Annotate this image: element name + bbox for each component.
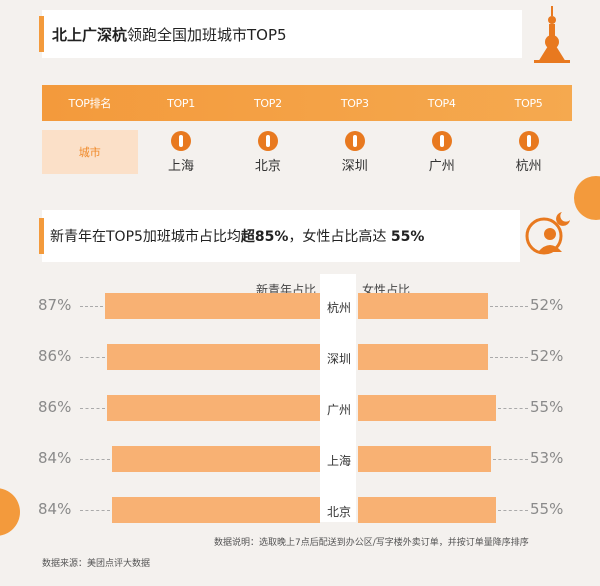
leader-line	[80, 510, 110, 511]
bar-young-ratio	[112, 446, 320, 472]
ranking-city: 上海	[138, 130, 225, 174]
leader-line	[493, 459, 528, 460]
ranking-row-label: 城市	[42, 130, 138, 174]
data-source-note: 数据来源：美团点评大数据	[42, 559, 151, 569]
oriental-pearl-tower-icon	[534, 6, 570, 63]
section-header-ratio: 新青年在TOP5加班城市占比均超85%，女性占比高达 55%	[39, 210, 520, 262]
oriental-pearl-tower-icon	[171, 130, 192, 151]
category-label: 深圳	[326, 352, 351, 366]
bar-female-ratio	[358, 446, 491, 472]
city-name: 深圳	[341, 158, 368, 174]
leader-line	[80, 357, 105, 358]
header-text: 新青年在TOP5加班城市占比均	[50, 229, 241, 245]
ranking-header-cell: TOP5	[514, 96, 543, 110]
city-name: 广州	[428, 158, 455, 174]
ranking-city-row: 城市 上海 北京 深圳 广州 杭州	[42, 125, 572, 179]
bar-young-ratio	[107, 344, 320, 370]
decorative-circle-right	[574, 176, 600, 220]
city-label-strip	[320, 274, 356, 522]
bar-young-ratio	[112, 497, 320, 523]
category-label: 北京	[326, 505, 351, 519]
leader-line	[490, 357, 528, 358]
city-name: 北京	[254, 158, 281, 174]
bar-female-ratio	[358, 497, 496, 523]
data-definition-note: 数据说明：选取晚上7点后配送到办公区/写字楼外卖订单，并按订单量降序排序	[214, 538, 529, 548]
data-label-young: 87%	[38, 296, 72, 314]
ranking-city: 杭州	[485, 130, 572, 174]
header-title: 北上广深杭领跑全国加班城市TOP5	[52, 24, 287, 45]
ranking-city: 深圳	[311, 130, 398, 174]
header-title: 新青年在TOP5加班城市占比均超85%，女性占比高达 55%	[50, 226, 424, 246]
data-label-young: 86%	[38, 347, 72, 365]
header-text-bold: 超85%	[240, 229, 289, 245]
header-text-bold: 55%	[390, 229, 425, 245]
leader-line	[490, 306, 528, 307]
bar-female-ratio	[358, 344, 488, 370]
category-label: 上海	[326, 454, 351, 468]
leader-line	[80, 459, 110, 460]
ranking-header-row: TOP排名 TOP1 TOP2 TOP3 TOP4 TOP5	[42, 85, 572, 121]
data-label-young: 84%	[38, 449, 72, 467]
header-text: ，女性占比高达	[288, 229, 387, 245]
shenzhen-landmark-icon	[344, 130, 365, 151]
pagoda-icon	[518, 130, 539, 151]
data-label-female: 53%	[530, 449, 564, 467]
leader-line	[498, 510, 528, 511]
data-label-young: 86%	[38, 398, 72, 416]
category-label: 广州	[326, 403, 351, 417]
section-header-top5: 北上广深杭领跑全国加班城市TOP5	[39, 10, 522, 58]
bar-female-ratio	[358, 395, 496, 421]
data-label-female: 55%	[530, 398, 564, 416]
ranking-header-cell: TOP2	[254, 96, 282, 110]
header-accent-bar	[39, 218, 44, 254]
decorative-circle-left	[0, 488, 20, 536]
data-label-female: 55%	[530, 500, 564, 518]
header-title-bold: 北上广深杭	[52, 25, 128, 44]
data-label-female: 52%	[530, 296, 564, 314]
category-label: 杭州	[326, 301, 351, 315]
night-worker-icon	[525, 212, 570, 255]
ranking-city: 广州	[398, 130, 485, 174]
ranking-city: 北京	[224, 130, 311, 174]
leader-line	[80, 408, 105, 409]
bar-female-ratio	[358, 293, 488, 319]
header-accent-bar	[39, 16, 44, 52]
data-label-female: 52%	[530, 347, 564, 365]
bar-young-ratio	[107, 395, 320, 421]
data-label-young: 84%	[38, 500, 72, 518]
ranking-header-cell: TOP排名	[68, 97, 112, 110]
bar-young-ratio	[105, 293, 320, 319]
ranking-header-cell: TOP4	[427, 96, 456, 110]
tiananmen-icon	[257, 130, 278, 151]
city-name: 上海	[168, 158, 195, 174]
leader-line	[80, 306, 103, 307]
leader-line	[498, 408, 528, 409]
ranking-header-cell: TOP3	[340, 96, 369, 110]
city-name: 杭州	[515, 158, 542, 174]
header-title-rest: 领跑全国加班城市TOP5	[127, 25, 287, 44]
canton-tower-icon	[431, 130, 452, 151]
ranking-header-cell: TOP1	[167, 96, 195, 110]
